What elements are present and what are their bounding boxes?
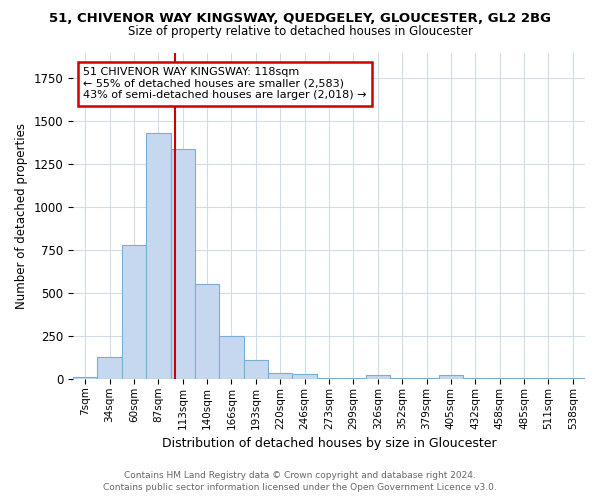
Bar	[560, 378, 585, 379]
Bar	[512, 378, 536, 379]
Bar	[415, 378, 439, 379]
Bar	[390, 378, 415, 379]
Bar	[244, 360, 268, 379]
Text: Size of property relative to detached houses in Gloucester: Size of property relative to detached ho…	[128, 25, 473, 38]
Bar	[146, 133, 170, 379]
Y-axis label: Number of detached properties: Number of detached properties	[15, 122, 28, 308]
Bar	[341, 378, 365, 379]
Bar	[170, 148, 195, 379]
Bar	[220, 336, 244, 379]
Bar	[317, 378, 341, 379]
Bar	[487, 378, 512, 379]
X-axis label: Distribution of detached houses by size in Gloucester: Distribution of detached houses by size …	[162, 437, 496, 450]
Bar	[292, 374, 317, 379]
Bar	[365, 374, 390, 379]
Bar	[195, 284, 220, 379]
Bar	[268, 373, 292, 379]
Bar	[463, 378, 487, 379]
Text: 51 CHIVENOR WAY KINGSWAY: 118sqm
← 55% of detached houses are smaller (2,583)
43: 51 CHIVENOR WAY KINGSWAY: 118sqm ← 55% o…	[83, 67, 367, 100]
Bar	[97, 356, 122, 379]
Bar	[536, 378, 560, 379]
Text: Contains HM Land Registry data © Crown copyright and database right 2024.
Contai: Contains HM Land Registry data © Crown c…	[103, 471, 497, 492]
Bar	[439, 376, 463, 379]
Text: 51, CHIVENOR WAY KINGSWAY, QUEDGELEY, GLOUCESTER, GL2 2BG: 51, CHIVENOR WAY KINGSWAY, QUEDGELEY, GL…	[49, 12, 551, 26]
Bar	[122, 245, 146, 379]
Bar	[73, 377, 97, 379]
